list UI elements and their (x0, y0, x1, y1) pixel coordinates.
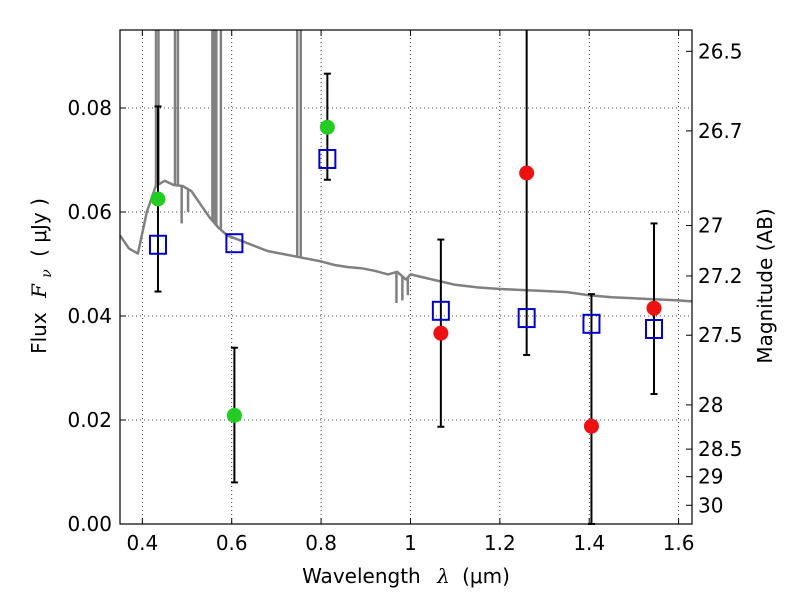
data-point (433, 325, 449, 341)
data-markers (148, 119, 664, 434)
y2-tick-label: 27.2 (698, 264, 743, 288)
x-axis-label: Wavelength λ (μm) (302, 564, 510, 588)
model-point (225, 233, 244, 254)
data-point (519, 165, 535, 181)
y-axis-ticks: 0.00 0.02 0.04 0.06 0.08 (67, 96, 126, 536)
model-point (645, 319, 664, 339)
y-axis-label-symbol: F (27, 283, 51, 299)
y2-axis-label: Magnitude (AB) (753, 208, 777, 363)
model-point (431, 300, 450, 321)
y-tick-label: 0.00 (67, 512, 112, 536)
data-point (583, 418, 599, 434)
x-tick-label: 1.6 (663, 531, 695, 555)
data-point (646, 300, 662, 316)
data-point (226, 407, 242, 423)
x-tick-label: 1.2 (484, 531, 516, 555)
data-point (150, 191, 166, 207)
x-tick-label: 0.4 (126, 531, 158, 555)
x-axis-ticks: 0.4 0.6 0.8 1 1.2 1.4 1.6 (126, 30, 695, 555)
y-tick-label: 0.04 (67, 304, 112, 328)
data-point (319, 119, 335, 135)
model-point (318, 148, 337, 169)
plot-frame (119, 29, 693, 525)
spectrum-continuum (118, 179, 693, 303)
y-axis-label-text: Flux (27, 312, 51, 354)
y2-tick-label: 27.5 (698, 323, 743, 347)
y2-tick-label: 28.5 (698, 437, 743, 461)
y-axis-label-subscript: ν (39, 269, 55, 278)
y2-tick-label: 27 (698, 214, 723, 238)
x-axis-label-text: Wavelength (302, 564, 421, 588)
model-point (517, 308, 536, 329)
x-tick-label: 1 (404, 531, 417, 555)
x-tick-label: 0.8 (305, 531, 337, 555)
y2-tick-label: 30 (698, 493, 723, 517)
model-spectrum (118, 30, 693, 303)
y-tick-label: 0.02 (67, 408, 112, 432)
y2-axis-ticks: 26.5 26.7 27 27.2 27.5 28 28.5 29 30 (686, 39, 743, 517)
y2-tick-label: 26.5 (698, 39, 743, 63)
y-tick-label: 0.06 (67, 200, 112, 224)
y2-tick-label: 29 (698, 465, 723, 489)
x-tick-label: 1.4 (573, 531, 605, 555)
y2-tick-label: 28 (698, 393, 723, 417)
x-tick-label: 0.6 (216, 531, 248, 555)
y-tick-label: 0.08 (67, 96, 112, 120)
model-point (582, 313, 601, 334)
x-axis-label-unit: (μm) (462, 564, 510, 588)
model-point (148, 234, 167, 255)
y-axis-label-unit: ( μJy ) (27, 198, 51, 257)
y-axis-label: Flux F ν ( μJy ) (27, 198, 56, 354)
y2-tick-label: 26.7 (698, 119, 743, 143)
x-axis-label-symbol: λ (436, 564, 450, 588)
